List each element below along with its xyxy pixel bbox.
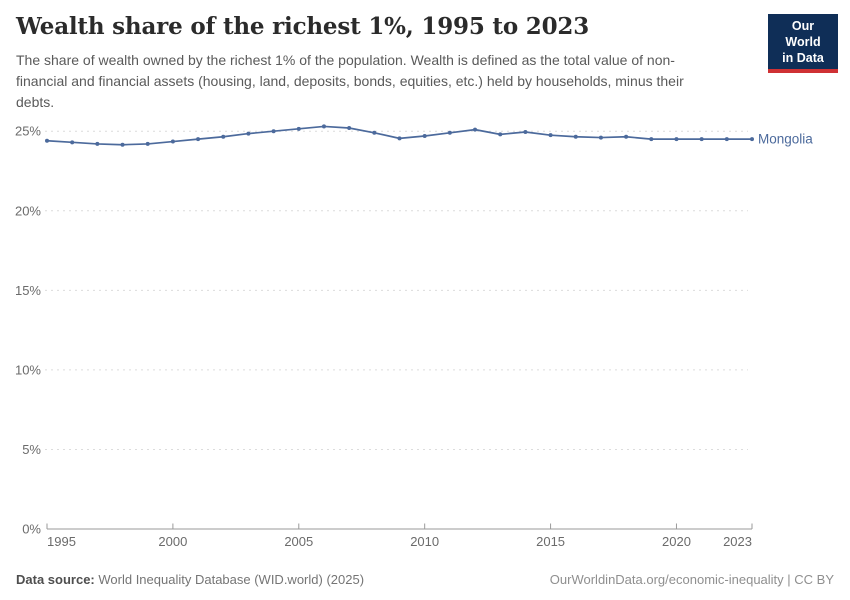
x-tick-label: 1995 [47,534,76,549]
y-tick-label: 15% [15,283,41,298]
series-point[interactable] [221,134,226,139]
series-point[interactable] [473,127,478,132]
series-point[interactable] [45,138,49,143]
series-point[interactable] [196,137,201,142]
series-point[interactable] [95,141,100,146]
y-tick-label: 0% [22,522,41,537]
series-point[interactable] [624,134,629,139]
series-point[interactable] [750,137,754,142]
series-point[interactable] [498,132,503,137]
x-tick-label: 2010 [410,534,439,549]
series-point[interactable] [699,137,704,142]
series-point[interactable] [296,126,301,131]
x-tick-label: 2000 [158,534,187,549]
series-point[interactable] [170,139,175,144]
y-tick-label: 5% [22,442,41,457]
chart-footer: Data source: World Inequality Database (… [0,572,850,587]
series-point[interactable] [674,137,679,142]
series-point[interactable] [422,133,427,138]
x-tick-label: 2005 [284,534,313,549]
logo-line-1: Our World [785,19,821,49]
series-point[interactable] [372,130,377,135]
logo-line-2: in Data [782,51,824,65]
owid-logo[interactable]: Our World in Data [768,14,838,73]
series-point[interactable] [573,134,578,139]
x-tick-label: 2023 [723,534,752,549]
chart-subtitle: The share of wealth owned by the richest… [16,52,684,110]
chart-title: Wealth share of the richest 1%, 1995 to … [16,13,590,40]
series-point[interactable] [397,136,402,141]
x-tick-label: 2015 [536,534,565,549]
series-point[interactable] [523,129,528,134]
y-tick-label: 10% [15,362,41,377]
series-point[interactable] [271,129,276,134]
x-tick-label: 2020 [662,534,691,549]
y-tick-label: 25% [15,124,41,139]
series-point[interactable] [598,135,603,140]
series-point[interactable] [548,133,553,138]
series-point[interactable] [120,142,125,147]
series-point[interactable] [724,137,729,142]
series-point[interactable] [649,137,654,142]
data-source: Data source: World Inequality Database (… [16,572,364,587]
series-point[interactable] [347,126,352,131]
data-source-label: Data source: [16,572,95,587]
series-point[interactable] [447,130,452,135]
series-point[interactable] [145,141,150,146]
data-source-text: World Inequality Database (WID.world) (2… [98,572,365,587]
series-point[interactable] [321,124,326,129]
series-line-mongolia[interactable] [46,125,753,146]
series-label-mongolia[interactable]: Mongolia [758,132,813,147]
series-point[interactable] [70,140,75,145]
credit-link[interactable]: OurWorldinData.org/economic-inequality |… [549,572,834,587]
y-tick-label: 20% [15,203,41,218]
series-point[interactable] [246,131,251,136]
